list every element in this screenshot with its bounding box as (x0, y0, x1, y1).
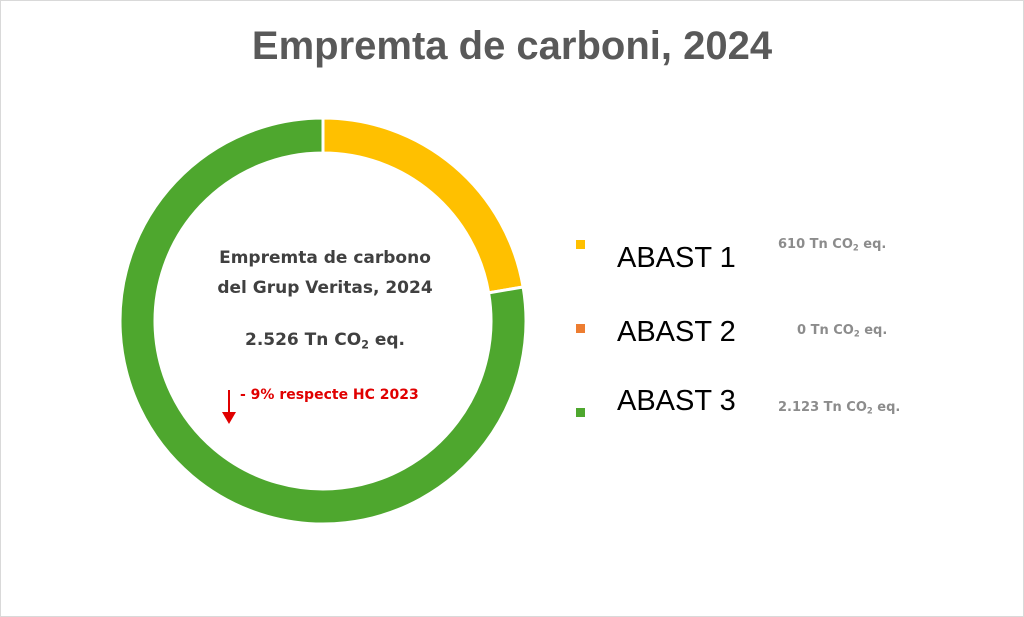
center-label-line1: Empremta de carbono (219, 248, 431, 268)
data-label: 2.123 Tn CO2 eq. (778, 400, 901, 416)
down-arrow-icon (222, 390, 236, 424)
year-over-year-change: - 9% respecte HC 2023 (240, 387, 419, 403)
center-total: 2.526 Tn CO2 eq. (244, 330, 405, 352)
legend-label: ABAST 3 (617, 385, 736, 417)
donut-slice-abast-3 (118, 116, 528, 526)
chart-title: Empremta de carboni, 2024 (251, 24, 773, 68)
data-label: 610 Tn CO2 eq. (778, 237, 887, 253)
legend-marker (576, 324, 585, 333)
legend-label: ABAST 2 (617, 316, 736, 348)
legend-marker (576, 240, 585, 249)
data-label: 0 Tn CO2 eq. (797, 323, 888, 339)
center-label-line2: del Grup Veritas, 2024 (217, 278, 433, 298)
legend-marker (576, 408, 585, 417)
legend-label: ABAST 1 (617, 242, 736, 274)
